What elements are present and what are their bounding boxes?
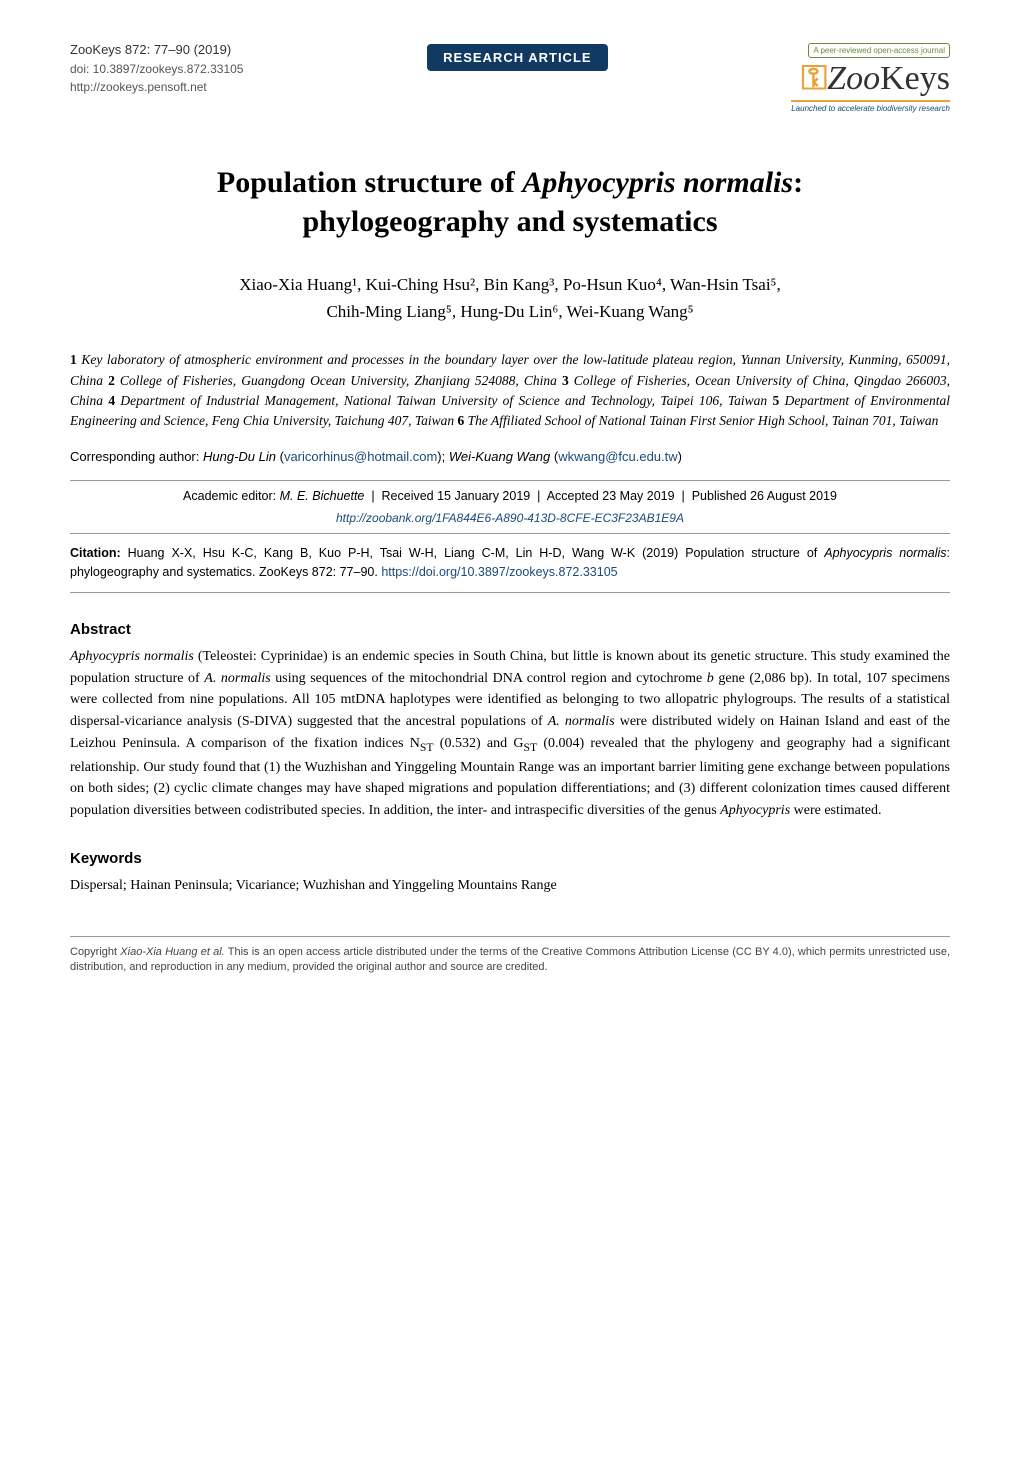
citation-doi[interactable]: https://doi.org/10.3897/zookeys.872.3310…	[381, 565, 617, 579]
keywords-text: Dispersal; Hainan Peninsula; Vicariance;…	[70, 875, 950, 896]
abs-t2: using sequences of the mitochondrial DNA…	[271, 671, 707, 686]
journal-logo: A peer-reviewed open-access journal ⚿Zoo…	[791, 40, 950, 113]
abs-species-1: Aphyocypris normalis	[70, 649, 194, 664]
aff-2: College of Fisheries, Guangdong Ocean Un…	[115, 373, 562, 388]
article-type-badge: RESEARCH ARTICLE	[427, 44, 607, 71]
copyright-prefix: Copyright	[70, 946, 120, 958]
aff-4: Department of Industrial Management, Nat…	[115, 393, 772, 408]
aff-6: The Affiliated School of National Tainan…	[464, 413, 938, 428]
journal-meta: ZooKeys 872: 77–90 (2019) doi: 10.3897/z…	[70, 40, 243, 96]
affiliations: 1 Key laboratory of atmospheric environm…	[70, 350, 950, 431]
title-prefix: Population structure of	[217, 166, 522, 199]
corresponding-author: Corresponding author: Hung-Du Lin (varic…	[70, 449, 950, 464]
corr-email-1[interactable]: varicorhinus@hotmail.com	[284, 449, 437, 464]
divider	[70, 480, 950, 481]
citation-text-1: Huang X-X, Hsu K-C, Kang B, Kuo P-H, Tsa…	[128, 546, 825, 560]
zookeys-logo: ⚿ZooKeys	[791, 60, 950, 98]
abs-cytb: b	[707, 671, 714, 686]
citation-label: Citation:	[70, 546, 128, 560]
copyright-footer: Copyright Xiao-Xia Huang et al. This is …	[70, 936, 950, 976]
abs-t7: were estimated.	[790, 803, 881, 818]
corr-name-2: Wei-Kuang Wang	[449, 449, 550, 464]
title-line2: phylogeography and systematics	[302, 205, 717, 238]
doi: doi: 10.3897/zookeys.872.33105	[70, 60, 243, 78]
authors: Xiao-Xia Huang¹, Kui-Ching Hsu², Bin Kan…	[70, 271, 950, 325]
authors-line1: Xiao-Xia Huang¹, Kui-Ching Hsu², Bin Kan…	[70, 271, 950, 298]
abstract-text: Aphyocypris normalis (Teleostei: Cyprini…	[70, 646, 950, 822]
title-species: Aphyocypris normalis	[522, 166, 793, 199]
editorial-dates: Academic editor: M. E. Bichuette | Recei…	[70, 489, 950, 503]
title-colon: :	[793, 166, 803, 199]
abs-t5: (0.532) and G	[434, 736, 524, 751]
authors-line2: Chih-Ming Liang⁵, Hung-Du Lin⁶, Wei-Kuan…	[70, 298, 950, 325]
citation-species: Aphyocypris normalis	[824, 546, 946, 560]
article-title: Population structure of Aphyocypris norm…	[70, 163, 950, 241]
editor-name: M. E. Bichuette	[280, 489, 365, 503]
abs-species-3: A. normalis	[548, 714, 615, 729]
corr-email-2[interactable]: wkwang@fcu.edu.tw	[558, 449, 677, 464]
keywords-heading: Keywords	[70, 850, 950, 867]
logo-keys: Keys	[880, 60, 950, 97]
citation-block: Citation: Huang X-X, Hsu K-C, Kang B, Ku…	[70, 544, 950, 582]
abstract-heading: Abstract	[70, 621, 950, 638]
abs-species-2: A. normalis	[204, 671, 270, 686]
copyright-author: Xiao-Xia Huang et al.	[120, 946, 224, 958]
logo-zoo: Zoo	[827, 60, 880, 97]
aff-num-2: 2	[108, 373, 115, 388]
accepted-date: Accepted 23 May 2019	[547, 489, 675, 503]
aff-num-3: 3	[562, 373, 569, 388]
aff-num-1: 1	[70, 352, 77, 367]
published-date: Published 26 August 2019	[692, 489, 837, 503]
received-date: Received 15 January 2019	[382, 489, 531, 503]
page-header: ZooKeys 872: 77–90 (2019) doi: 10.3897/z…	[70, 40, 950, 113]
journal-url[interactable]: http://zookeys.pensoft.net	[70, 78, 243, 96]
corresponding-label: Corresponding author:	[70, 449, 203, 464]
divider	[70, 592, 950, 593]
journal-citation: ZooKeys 872: 77–90 (2019)	[70, 40, 243, 60]
abs-nst-sub: ST	[420, 740, 434, 753]
divider	[70, 533, 950, 534]
editor-prefix: Academic editor:	[183, 489, 280, 503]
logo-tagline: Launched to accelerate biodiversity rese…	[791, 104, 950, 113]
key-icon: ⚿	[801, 60, 827, 97]
abs-gst-sub: ST	[523, 740, 537, 753]
zoobank-link[interactable]: http://zoobank.org/1FA844E6-A890-413D-8C…	[70, 511, 950, 525]
open-access-label: A peer-reviewed open-access journal	[808, 43, 950, 58]
corr-name-1: Hung-Du Lin	[203, 449, 276, 464]
logo-divider	[791, 100, 950, 102]
abs-genus: Aphyocypris	[720, 803, 790, 818]
